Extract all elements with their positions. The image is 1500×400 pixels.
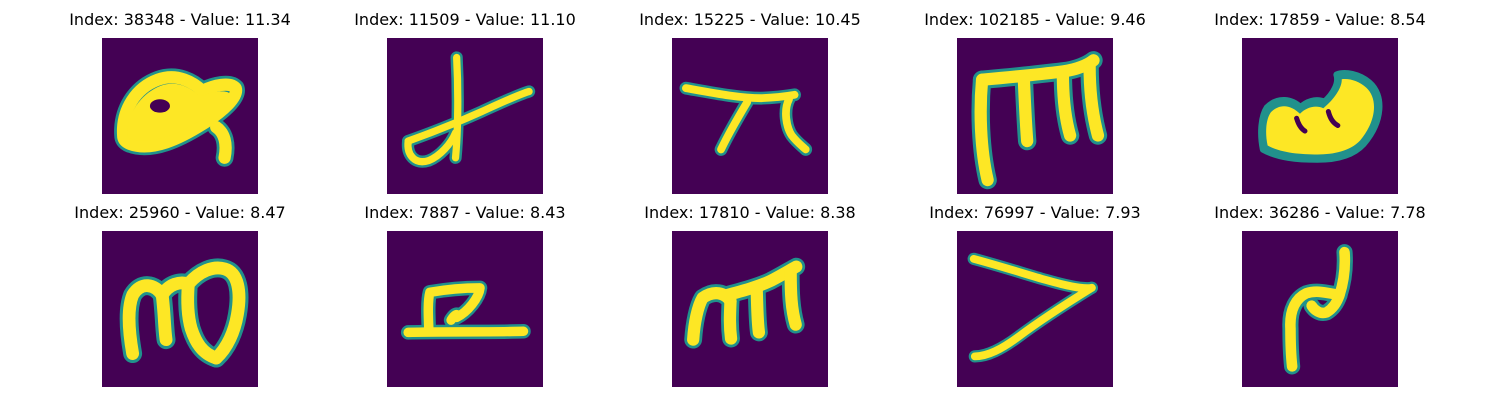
panel-8: Index: 17810 - Value: 8.38: [620, 203, 880, 388]
glyph-image: [102, 231, 258, 387]
panel-title: Index: 102185 - Value: 9.46: [924, 10, 1146, 29]
panel-title: Index: 15225 - Value: 10.45: [639, 10, 861, 29]
image-background: [672, 38, 828, 194]
panel-2: Index: 11509 - Value: 11.10: [335, 10, 595, 195]
glyph-image: [102, 38, 258, 194]
panel-title: Index: 7887 - Value: 8.43: [364, 203, 566, 222]
glyph-image: [957, 38, 1113, 194]
panel-4: Index: 102185 - Value: 9.46: [905, 10, 1165, 195]
panel-10: Index: 36286 - Value: 7.78: [1190, 203, 1450, 388]
panel-title: Index: 17810 - Value: 8.38: [644, 203, 856, 222]
panel-7: Index: 7887 - Value: 8.43: [335, 203, 595, 388]
panel-1: Index: 38348 - Value: 11.34: [50, 10, 310, 195]
glyph-image: [672, 38, 828, 194]
panel-title: Index: 17859 - Value: 8.54: [1214, 10, 1426, 29]
panel-title: Index: 11509 - Value: 11.10: [354, 10, 576, 29]
glyph-image: [1242, 231, 1398, 387]
panel-3: Index: 15225 - Value: 10.45: [620, 10, 880, 195]
panel-title: Index: 76997 - Value: 7.93: [929, 203, 1141, 222]
panel-6: Index: 25960 - Value: 8.47: [50, 203, 310, 388]
panel-title: Index: 38348 - Value: 11.34: [69, 10, 291, 29]
panel-title: Index: 36286 - Value: 7.78: [1214, 203, 1426, 222]
glyph-image: [387, 38, 543, 194]
glyph-image: [387, 231, 543, 387]
glyph-image: [672, 231, 828, 387]
glyph-image: [1242, 38, 1398, 194]
panel-5: Index: 17859 - Value: 8.54: [1190, 10, 1450, 195]
glyph-image: [957, 231, 1113, 387]
panel-9: Index: 76997 - Value: 7.93: [905, 203, 1165, 388]
panel-title: Index: 25960 - Value: 8.47: [74, 203, 286, 222]
